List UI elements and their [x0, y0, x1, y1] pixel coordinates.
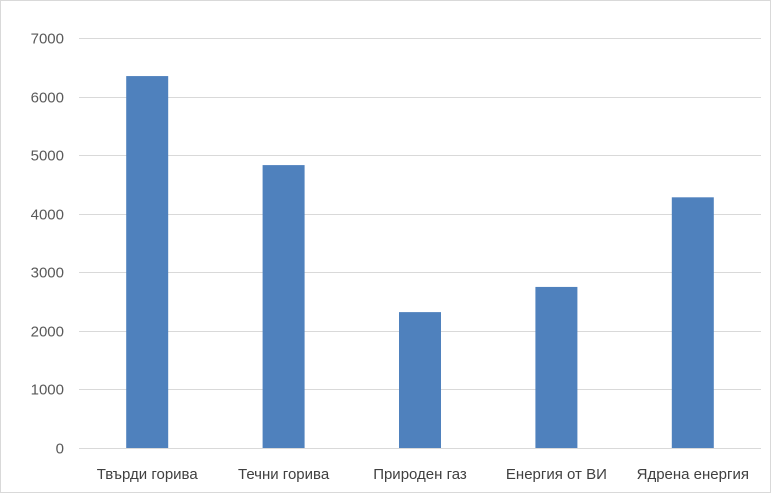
bar	[262, 165, 305, 448]
bar	[535, 286, 578, 448]
x-tick-label: Енергия от ВИ	[506, 466, 607, 483]
x-tick-label: Течни горива	[238, 466, 330, 483]
x-tick-label: Ядрена енергия	[637, 466, 749, 483]
x-tick-label: Твърди горива	[97, 466, 199, 483]
y-tick-label: 1000	[31, 382, 64, 399]
y-tick-label: 0	[56, 441, 64, 458]
y-tick-label: 6000	[31, 90, 64, 107]
y-tick-label: 3000	[31, 265, 64, 282]
bar	[671, 197, 714, 448]
y-tick-label: 7000	[31, 31, 64, 48]
bars	[126, 76, 714, 449]
gridlines	[79, 38, 761, 390]
y-tick-label: 2000	[31, 324, 64, 341]
y-axis-ticks: 0 1000 2000 3000 4000 5000 6000 7000	[31, 31, 64, 458]
x-tick-label: Природен газ	[373, 466, 467, 483]
y-tick-label: 5000	[31, 148, 64, 165]
x-axis-labels: Твърди горива Течни горива Природен газ Ене…	[97, 466, 749, 483]
bar	[399, 312, 441, 448]
y-tick-label: 4000	[31, 207, 64, 224]
bar	[126, 76, 169, 449]
